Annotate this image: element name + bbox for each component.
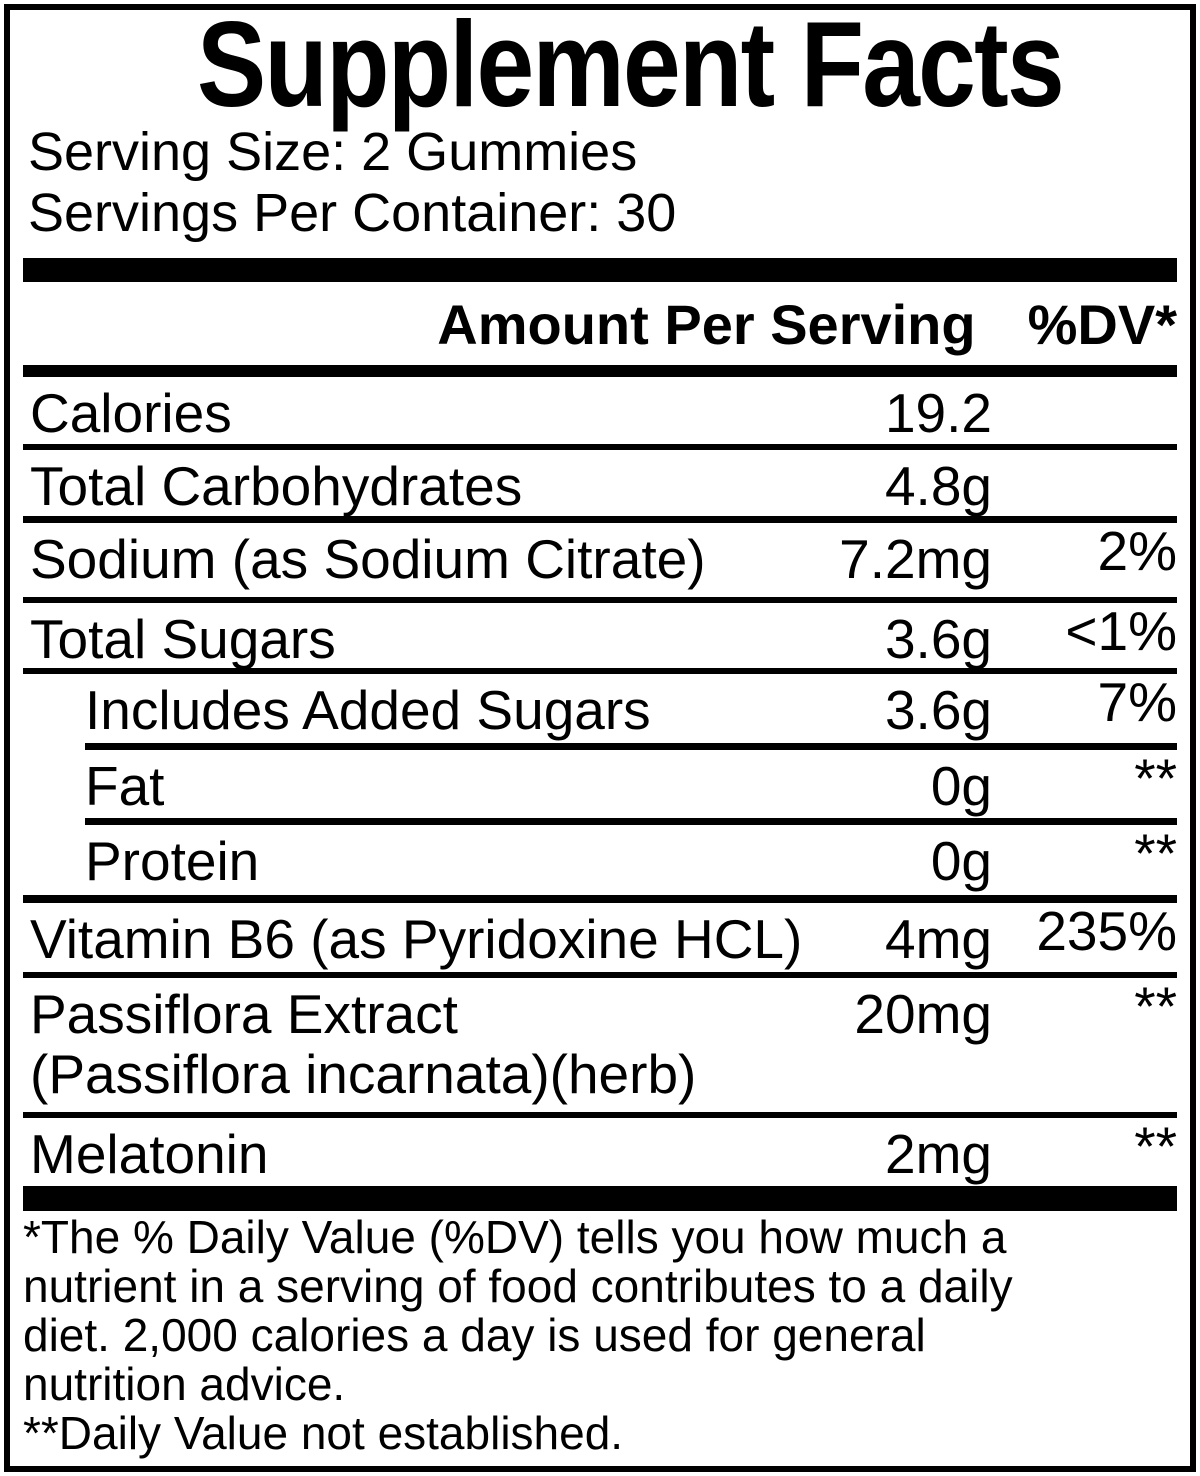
nutrient-dv: ** bbox=[1134, 975, 1177, 1037]
nutrient-dv: 2% bbox=[1097, 520, 1178, 582]
percent-dv-header: %DV* bbox=[1027, 293, 1177, 356]
serving-size: Serving Size: 2 Gummies bbox=[28, 122, 638, 182]
column-header-row: Amount Per Serving %DV* bbox=[23, 294, 1177, 356]
footnotes: *The % Daily Value (%DV) tells you how m… bbox=[23, 1213, 1013, 1458]
thick-divider-bottom bbox=[23, 1186, 1177, 1211]
nutrient-table: Calories 19.2 Total Carbohydrates 4.8g S… bbox=[23, 377, 1177, 1186]
nutrient-dv: 235% bbox=[1036, 900, 1177, 962]
nutrient-amount: 7.2mg bbox=[839, 528, 992, 590]
nutrient-name: Melatonin bbox=[30, 1123, 269, 1185]
header-divider bbox=[23, 365, 1177, 377]
table-row-added-sugars: Includes Added Sugars 3.6g 7% bbox=[23, 671, 1178, 750]
nutrient-dv: 7% bbox=[1097, 671, 1178, 733]
nutrient-name: Protein bbox=[85, 830, 260, 892]
table-row-passiflora-extract: Passiflora Extract (Passiflora incarnata)… bbox=[23, 975, 1177, 1118]
label-border bbox=[4, 4, 1196, 1472]
nutrient-name: Sodium (as Sodium Citrate) bbox=[30, 528, 706, 590]
nutrient-dv: <1% bbox=[1065, 600, 1177, 662]
table-row-melatonin: Melatonin 2mg ** bbox=[23, 1115, 1177, 1186]
nutrient-amount: 4mg bbox=[885, 908, 992, 970]
table-row-total-carbohydrates: Total Carbohydrates 4.8g bbox=[23, 450, 1177, 523]
nutrient-dv: ** bbox=[1134, 822, 1177, 884]
nutrient-amount: 3.6g bbox=[884, 608, 992, 670]
nutrient-name: Vitamin B6 (as Pyridoxine HCL) bbox=[30, 908, 803, 970]
serving-info: Serving Size: 2 Gummies Servings Per Con… bbox=[28, 122, 676, 244]
footnote-dv-line4: nutrition advice. bbox=[23, 1358, 346, 1410]
table-row-vitamin-b6: Vitamin B6 (as Pyridoxine HCL) 4mg 235% bbox=[23, 900, 1177, 978]
thick-divider-top bbox=[23, 258, 1177, 282]
table-row-protein: Protein 0g ** bbox=[23, 822, 1177, 903]
nutrient-amount: 2mg bbox=[885, 1123, 992, 1185]
footnote-not-established: **Daily Value not established. bbox=[23, 1407, 624, 1459]
label-title: Supplement Facts bbox=[197, 0, 1065, 132]
nutrient-amount: 0g bbox=[930, 755, 992, 817]
servings-per-container: Servings Per Container: 30 bbox=[28, 183, 677, 243]
nutrient-name: Fat bbox=[85, 755, 165, 817]
nutrient-amount: 19.2 bbox=[884, 382, 992, 444]
label-content: Supplement Facts Serving Size: 2 Gummies… bbox=[23, 0, 1177, 1476]
nutrient-dv: ** bbox=[1134, 1115, 1177, 1177]
nutrient-name-line2: (Passiflora incarnata)(herb) bbox=[30, 1043, 697, 1105]
nutrient-name: Includes Added Sugars bbox=[85, 679, 651, 741]
footnote-dv-line1: *The % Daily Value (%DV) tells you how m… bbox=[23, 1211, 1007, 1263]
footnote-dv-line3: diet. 2,000 calories a day is used for g… bbox=[23, 1309, 926, 1361]
nutrient-amount: 3.6g bbox=[884, 679, 992, 741]
nutrient-name-line1: Passiflora Extract bbox=[30, 983, 458, 1045]
nutrient-name: Total Carbohydrates bbox=[30, 455, 523, 517]
nutrient-amount: 4.8g bbox=[884, 455, 992, 517]
footnote-dv-line2: nutrient in a serving of food contribute… bbox=[23, 1260, 1013, 1312]
table-row-total-sugars: Total Sugars 3.6g <1% bbox=[23, 600, 1177, 674]
nutrient-name: Total Sugars bbox=[30, 608, 336, 670]
table-row-fat: Fat 0g ** bbox=[23, 747, 1177, 825]
nutrient-name: Passiflora Extract (Passiflora incarnata)… bbox=[30, 984, 854, 1104]
table-row-calories: Calories 19.2 bbox=[23, 377, 1177, 450]
nutrient-amount: 20mg bbox=[854, 983, 992, 1045]
nutrient-name: Calories bbox=[30, 382, 232, 444]
amount-per-serving-header: Amount Per Serving bbox=[437, 293, 976, 356]
nutrient-amount: 0g bbox=[930, 830, 992, 892]
table-row-sodium: Sodium (as Sodium Citrate) 7.2mg 2% bbox=[23, 520, 1178, 603]
nutrient-dv: ** bbox=[1134, 747, 1177, 809]
